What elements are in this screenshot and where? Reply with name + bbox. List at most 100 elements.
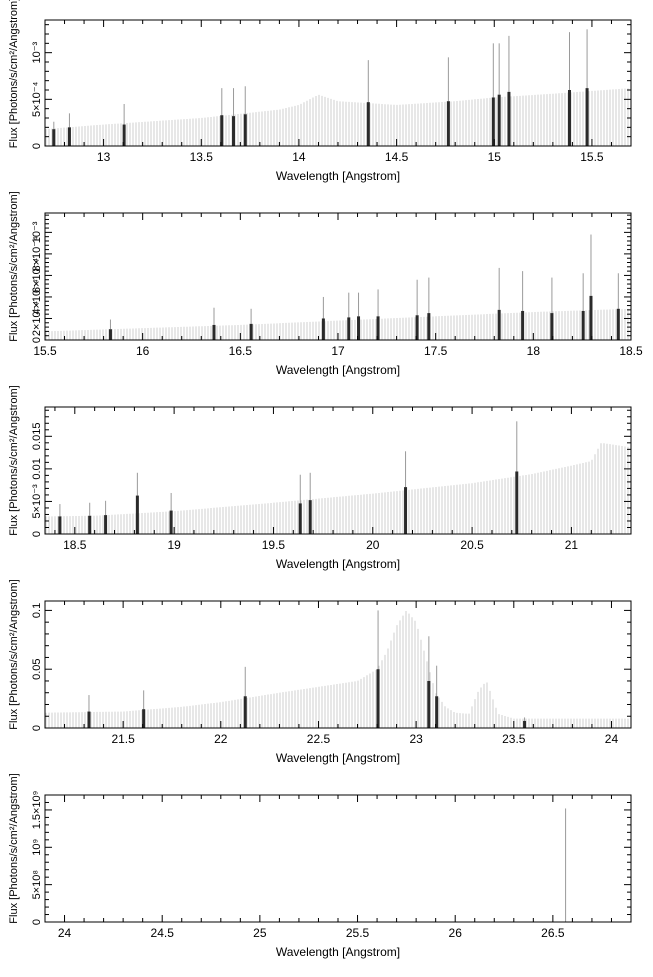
x-tick-label: 19 bbox=[167, 538, 181, 552]
y-tick-label: 10⁻³ bbox=[31, 221, 43, 243]
emission-line-bar bbox=[321, 318, 325, 340]
emission-line-bar bbox=[497, 94, 501, 146]
emission-line-bar bbox=[243, 696, 247, 728]
y-tick-label: 10⁻³ bbox=[31, 41, 43, 63]
emission-line-bar bbox=[249, 323, 253, 340]
y-tick-label: 0.1 bbox=[31, 603, 43, 618]
emission-line-bar bbox=[521, 310, 525, 340]
x-tick-label: 17 bbox=[331, 344, 345, 358]
plot-frame bbox=[44, 794, 632, 923]
emission-line-bar bbox=[515, 471, 519, 534]
x-tick-label: 15.5 bbox=[33, 344, 57, 358]
plot-frame bbox=[44, 212, 632, 341]
emission-line-bar bbox=[298, 503, 302, 534]
emission-line-bar bbox=[376, 669, 380, 728]
y-axis-title: Flux [Photons/s/cm²/Angstrom] bbox=[8, 773, 20, 923]
x-tick-label: 22 bbox=[214, 732, 228, 746]
x-tick-label: 13 bbox=[97, 150, 111, 164]
y-tick-label: 4×10⁻⁴ bbox=[31, 279, 43, 315]
x-tick-label: 15.5 bbox=[580, 150, 604, 164]
emission-line-bar bbox=[347, 317, 351, 340]
emission-line-bar bbox=[581, 310, 585, 340]
x-tick-label: 15 bbox=[488, 150, 502, 164]
emission-line-bar bbox=[58, 516, 62, 534]
emission-line-bar bbox=[357, 316, 361, 340]
y-tick-label: 6×10⁻⁴ bbox=[31, 257, 43, 293]
plot-frame bbox=[44, 406, 632, 535]
x-tick-label: 21.5 bbox=[111, 732, 135, 746]
x-tick-label: 21 bbox=[565, 538, 579, 552]
x-tick-label: 23 bbox=[409, 732, 423, 746]
emission-line-bar bbox=[366, 102, 370, 146]
emission-line-bar bbox=[232, 116, 236, 146]
emission-line-bar bbox=[88, 515, 92, 534]
x-tick-label: 18.5 bbox=[63, 538, 87, 552]
x-axis-title: Wavelength [Angstrom] bbox=[276, 557, 400, 571]
emission-line-bar bbox=[135, 495, 139, 534]
panel-4: 21.5 22 22.5 23 23.5 24 0 0.05 0.1 Wavelength [An… bbox=[8, 579, 632, 765]
emission-line-bar bbox=[404, 487, 408, 534]
plot-area bbox=[45, 610, 629, 728]
x-tick-label: 17.5 bbox=[424, 344, 448, 358]
emission-line-bar bbox=[212, 324, 216, 340]
emission-line-bar bbox=[427, 313, 431, 340]
emission-line-bar bbox=[497, 309, 501, 340]
plot-area bbox=[565, 808, 567, 922]
emission-line-bar bbox=[67, 127, 71, 146]
emission-line-bar bbox=[585, 88, 589, 146]
x-tick-label: 14 bbox=[292, 150, 306, 164]
y-axis-title: Flux [Photons/s/cm²/Angstrom] bbox=[8, 579, 20, 729]
y-tick-label: 0 bbox=[31, 531, 43, 537]
emission-line-bar bbox=[435, 696, 439, 728]
x-axis-title: Wavelength [Angstrom] bbox=[276, 363, 400, 377]
emission-line-bar bbox=[550, 313, 554, 340]
emission-line-bar bbox=[108, 329, 112, 340]
x-tick-label: 24 bbox=[58, 926, 72, 940]
emission-line-bar bbox=[87, 711, 91, 728]
x-tick-label: 14.5 bbox=[385, 150, 409, 164]
emission-line-bar bbox=[446, 101, 450, 146]
x-tick-label: 24 bbox=[605, 732, 619, 746]
x-tick-label: 20 bbox=[366, 538, 380, 552]
x-tick-label: 13.5 bbox=[190, 150, 214, 164]
y-tick-label: 0.015 bbox=[31, 423, 43, 451]
emission-line-bar bbox=[243, 114, 247, 146]
y-tick-label: 1.5×10⁹ bbox=[31, 791, 43, 830]
emission-line-bar bbox=[491, 97, 495, 146]
plot-frame bbox=[44, 600, 632, 729]
y-tick-label: 8×10⁻⁴ bbox=[31, 236, 43, 272]
emission-line-bar bbox=[415, 315, 419, 340]
emission-line-bar bbox=[104, 515, 108, 534]
emission-line-bar bbox=[122, 124, 126, 146]
x-axis-title: Wavelength [Angstrom] bbox=[276, 945, 400, 959]
x-tick-label: 24.5 bbox=[151, 926, 175, 940]
x-tick-label: 20.5 bbox=[460, 538, 484, 552]
emission-line-bar bbox=[308, 500, 312, 534]
plot-area bbox=[45, 29, 629, 146]
y-tick-label: 0 bbox=[31, 725, 43, 731]
emission-line-bar bbox=[376, 316, 380, 340]
y-tick-label: 5×10⁻⁴ bbox=[31, 81, 43, 117]
emission-line-bar bbox=[567, 90, 571, 146]
x-tick-label: 18 bbox=[527, 344, 541, 358]
emission-line-bar bbox=[220, 115, 224, 146]
emission-line-bar bbox=[427, 680, 431, 728]
x-tick-label: 22.5 bbox=[307, 732, 331, 746]
y-tick-label: 0 bbox=[31, 143, 43, 149]
emission-line-bar bbox=[523, 720, 527, 728]
panel-1: 13 13.5 14 14.5 15 15.5 0 5×10⁻⁴ 10⁻³ Wavelength … bbox=[8, 0, 632, 183]
emission-line-bar bbox=[507, 91, 511, 146]
y-tick-label: 0.05 bbox=[31, 658, 43, 679]
y-tick-label: 0 bbox=[31, 337, 43, 343]
panel-5: 24 24.5 25 25.5 26 26.5 0 5×10⁸ 10⁹ 1.5×10⁹ Wavele… bbox=[8, 773, 632, 959]
x-tick-label: 23.5 bbox=[502, 732, 526, 746]
x-tick-label: 25 bbox=[253, 926, 267, 940]
x-tick-label: 26.5 bbox=[541, 926, 565, 940]
emission-line-bar bbox=[169, 510, 173, 534]
y-tick-label: 0.01 bbox=[31, 458, 43, 479]
x-tick-label: 18.5 bbox=[619, 344, 643, 358]
y-axis-title: Flux [Photons/s/cm²/Angstrom] bbox=[8, 191, 20, 341]
x-tick-label: 25.5 bbox=[346, 926, 370, 940]
